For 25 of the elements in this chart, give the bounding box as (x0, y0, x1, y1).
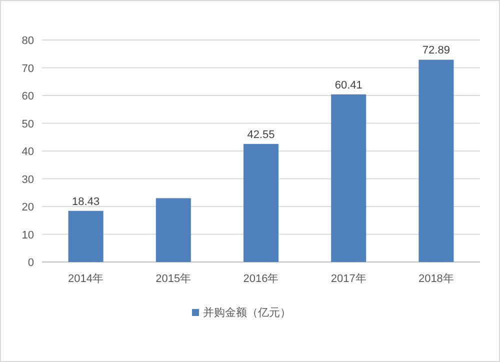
y-tick-label: 70 (22, 62, 34, 75)
bar (418, 60, 454, 262)
y-tick-label: 40 (22, 146, 34, 158)
x-tick-label: 2015年 (156, 273, 192, 285)
bar (243, 144, 279, 262)
y-tick-label: 20 (22, 202, 34, 214)
data-label: 18.43 (72, 196, 100, 208)
x-tick-label: 2014年 (68, 273, 104, 285)
data-label: 42.55 (247, 128, 275, 141)
y-tick-label: 0 (28, 257, 34, 269)
x-tick-label: 2016年 (243, 273, 279, 285)
legend-label: 并购金额（亿元） (203, 306, 291, 319)
y-tick-label: 80 (22, 35, 34, 47)
y-tick-label: 50 (22, 118, 34, 130)
y-tick-label: 60 (22, 90, 34, 102)
bar (68, 210, 104, 262)
data-label: 72.89 (422, 44, 450, 57)
legend: 并购金额（亿元） (192, 307, 291, 319)
y-tick-label: 30 (22, 174, 34, 186)
x-tick-label: 2018年 (418, 273, 454, 285)
x-tick-label: 2017年 (330, 273, 366, 285)
bar (331, 94, 366, 262)
data-label: 60.41 (334, 79, 362, 92)
bar (156, 198, 191, 262)
y-tick-label: 10 (22, 229, 34, 242)
